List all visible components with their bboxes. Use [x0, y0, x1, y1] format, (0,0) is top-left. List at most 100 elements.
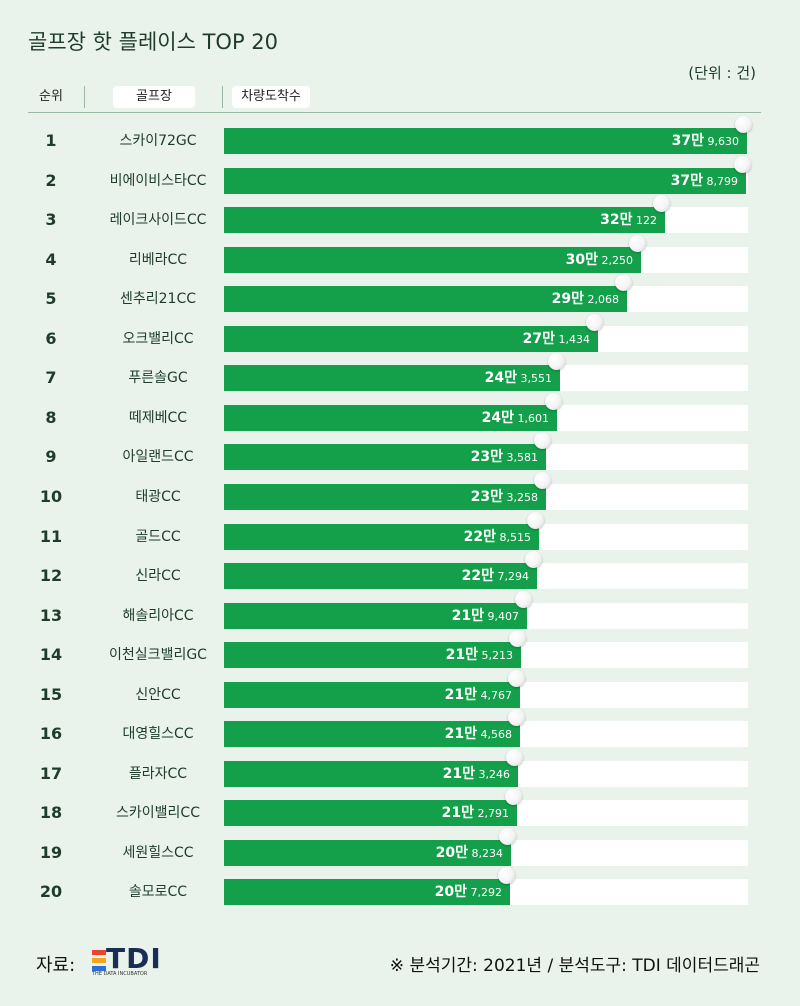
rank-label: 10	[39, 487, 63, 506]
golf-course-name: 해솔리아CC	[122, 608, 194, 624]
rank-label: 9	[45, 447, 57, 466]
value-big: 23만	[470, 489, 503, 505]
golf-ball-icon	[527, 512, 544, 529]
golf-course-name: 대영힐스CC	[122, 726, 194, 742]
tdi-logo: TDI THE DATA INCUBATOR	[92, 942, 172, 978]
value-label: 21만 5,213	[224, 642, 513, 668]
value-big: 21만	[444, 687, 477, 703]
bar	[224, 642, 521, 668]
value-small: 122	[632, 214, 657, 227]
bar	[224, 168, 746, 194]
bar	[224, 840, 511, 866]
golf-ball-icon	[545, 393, 562, 410]
golf-ball-icon	[508, 709, 525, 726]
header-rank: 순위	[39, 89, 63, 104]
golf-course-name: 푸른솔GC	[128, 370, 188, 386]
golf-course-name: 신안CC	[135, 687, 181, 703]
value-big: 21만	[441, 805, 474, 821]
value-label: 21만 2,791	[224, 800, 509, 826]
value-label: 21만 3,246	[224, 761, 510, 787]
bar	[224, 682, 520, 708]
value-small: 3,258	[503, 491, 538, 504]
value-big: 32만	[600, 212, 633, 228]
value-small: 4,568	[477, 728, 512, 741]
golf-ball-icon	[534, 432, 551, 449]
value-label: 21만 9,407	[224, 603, 519, 629]
value-big: 24만	[484, 370, 517, 386]
value-big: 24만	[481, 410, 514, 426]
value-big: 20만	[434, 884, 467, 900]
bar	[224, 247, 641, 273]
golf-ball-icon	[499, 828, 516, 845]
logo-text: TDI	[106, 942, 162, 975]
golf-course-name: 플라자CC	[128, 766, 188, 782]
golf-course-name: 오크밸리CC	[122, 331, 194, 347]
value-small: 9,630	[704, 135, 739, 148]
value-small: 4,767	[477, 689, 512, 702]
header-divider	[84, 86, 85, 108]
value-label: 32만 122	[224, 207, 657, 233]
golf-course-name: 아일랜드CC	[122, 449, 194, 465]
bar	[224, 800, 517, 826]
value-small: 2,068	[584, 293, 619, 306]
rank-label: 2	[45, 171, 57, 190]
value-big: 21만	[442, 766, 475, 782]
golf-course-name: 골드CC	[135, 529, 181, 545]
value-small: 3,581	[503, 451, 538, 464]
bar	[224, 207, 665, 233]
value-big: 23만	[470, 449, 503, 465]
rank-label: 6	[45, 329, 57, 348]
bar	[224, 879, 510, 905]
value-big: 22만	[461, 568, 494, 584]
bar	[224, 405, 557, 431]
rank-label: 15	[39, 685, 63, 704]
value-label: 24만 1,601	[224, 405, 549, 431]
value-big: 27만	[522, 331, 555, 347]
value-label: 37만 9,630	[224, 128, 739, 154]
bar	[224, 484, 546, 510]
rank-label: 5	[45, 289, 57, 308]
rank-label: 1	[45, 131, 57, 150]
value-label: 23만 3,581	[224, 444, 538, 470]
value-label: 30만 2,250	[224, 247, 633, 273]
value-big: 29만	[551, 291, 584, 307]
golf-ball-icon	[515, 591, 532, 608]
value-label: 21만 4,767	[224, 682, 512, 708]
value-big: 21만	[444, 726, 477, 742]
value-label: 20만 7,292	[224, 879, 502, 905]
header-rule	[28, 112, 761, 113]
rank-label: 19	[39, 843, 63, 862]
value-small: 8,234	[468, 847, 503, 860]
golf-ball-icon	[508, 670, 525, 687]
value-big: 21만	[451, 608, 484, 624]
golf-ball-icon	[548, 353, 565, 370]
bar	[224, 603, 527, 629]
bar	[224, 444, 546, 470]
golf-ball-icon	[653, 195, 670, 212]
value-small: 9,407	[484, 610, 519, 623]
value-label: 37만 8,799	[224, 168, 738, 194]
golf-course-name: 세원힐스CC	[122, 845, 194, 861]
value-small: 2,791	[474, 807, 509, 820]
golf-course-name: 이천실크밸리GC	[109, 647, 207, 663]
unit-label: (단위 : 건)	[688, 64, 756, 82]
value-label: 22만 8,515	[224, 524, 531, 550]
golf-ball-icon	[534, 472, 551, 489]
value-big: 20만	[435, 845, 468, 861]
value-big: 37만	[670, 173, 703, 189]
golf-ball-icon	[505, 788, 522, 805]
golf-ball-icon	[629, 235, 646, 252]
golf-ball-icon	[734, 156, 751, 173]
value-small: 2,250	[598, 254, 633, 267]
value-label: 22만 7,294	[224, 563, 529, 589]
value-small: 8,799	[703, 175, 738, 188]
bar	[224, 326, 598, 352]
value-label: 29만 2,068	[224, 286, 619, 312]
golf-course-name: 솔모로CC	[128, 884, 188, 900]
golf-course-name: 레이크사이드CC	[109, 212, 207, 228]
value-big: 22만	[463, 529, 496, 545]
golf-ball-icon	[615, 274, 632, 291]
value-small: 8,515	[496, 531, 531, 544]
rank-label: 7	[45, 368, 57, 387]
value-small: 1,434	[555, 333, 590, 346]
